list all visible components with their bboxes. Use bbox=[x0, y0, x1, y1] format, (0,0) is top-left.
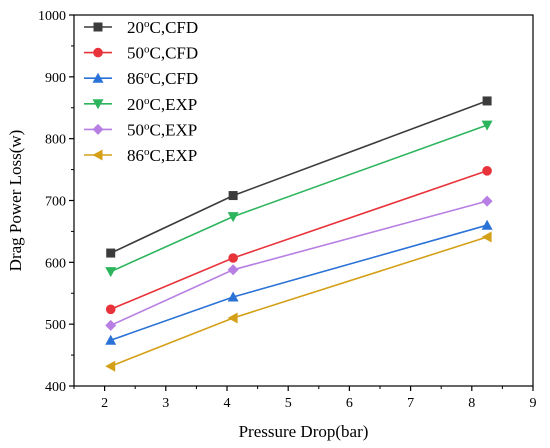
plot-marks bbox=[105, 96, 493, 372]
legend-label-main: 20 bbox=[127, 95, 144, 114]
data-point bbox=[105, 267, 117, 278]
series-line bbox=[110, 200, 488, 327]
y-tick-label: 600 bbox=[45, 256, 66, 271]
data-point bbox=[228, 191, 238, 201]
legend-marker bbox=[92, 149, 103, 161]
legend-label: 86oC,EXP bbox=[127, 146, 197, 165]
axes: 2 3 4 5 6 7 8 9 400 500 600 700 800 900 1000 bbox=[38, 9, 537, 411]
legend-marker bbox=[92, 123, 104, 135]
legend-label: 86oC,CFD bbox=[127, 69, 198, 88]
series-5 bbox=[105, 195, 493, 331]
series-line bbox=[110, 224, 488, 341]
legend-label-degree: o bbox=[144, 95, 150, 107]
series-2 bbox=[105, 166, 492, 315]
legend-label: 20oC,CFD bbox=[127, 18, 198, 37]
legend-label-degree: o bbox=[144, 69, 150, 81]
legend-label-main: 50 bbox=[127, 44, 144, 63]
legend-label-rest: C,EXP bbox=[150, 120, 198, 139]
data-point bbox=[227, 291, 239, 302]
x-tick-label: 9 bbox=[530, 396, 537, 411]
legend-label-rest: C,CFD bbox=[150, 18, 199, 37]
legend-item-6: 86oC,EXP bbox=[84, 146, 197, 165]
x-tick-label: 3 bbox=[162, 396, 169, 411]
data-point bbox=[105, 334, 117, 345]
y-tick-label: 500 bbox=[45, 318, 66, 333]
x-tick-label: 7 bbox=[407, 396, 414, 411]
x-axis-title: Pressure Drop(bar) bbox=[239, 422, 369, 441]
x-tick-label: 2 bbox=[101, 396, 108, 411]
legend: 20oC,CFD50oC,CFD86oC,CFD20oC,EXP50oC,EXP… bbox=[84, 18, 198, 165]
x-tick-label: 5 bbox=[285, 396, 292, 411]
legend-label-rest: C,CFD bbox=[150, 69, 199, 88]
y-tick-label: 1000 bbox=[38, 9, 66, 24]
series-line bbox=[110, 236, 488, 367]
y-tick-label: 900 bbox=[45, 71, 66, 86]
data-point bbox=[228, 253, 238, 263]
y-axis-title: Drag Power Loss(w) bbox=[6, 130, 25, 272]
data-point bbox=[481, 219, 493, 230]
legend-label-rest: C,EXP bbox=[150, 146, 198, 165]
series-1 bbox=[106, 96, 492, 258]
legend-label-degree: o bbox=[144, 18, 150, 30]
legend-marker bbox=[93, 22, 103, 32]
legend-item-4: 20oC,EXP bbox=[84, 95, 197, 114]
legend-label-main: 50 bbox=[127, 120, 144, 139]
x-tick-label: 8 bbox=[468, 396, 475, 411]
series-line bbox=[110, 170, 488, 311]
legend-label-main: 86 bbox=[127, 69, 144, 88]
legend-label: 50oC,CFD bbox=[127, 44, 198, 63]
y-tick-label: 400 bbox=[45, 380, 66, 395]
data-point bbox=[105, 304, 116, 315]
data-point bbox=[227, 312, 238, 324]
data-point bbox=[481, 120, 493, 131]
legend-item-5: 50oC,EXP bbox=[84, 120, 197, 139]
data-point bbox=[227, 212, 239, 223]
legend-label-degree: o bbox=[144, 120, 150, 132]
x-tick-label: 6 bbox=[346, 396, 353, 411]
legend-marker bbox=[92, 99, 104, 110]
legend-label-rest: C,CFD bbox=[150, 44, 199, 63]
y-tick-label: 700 bbox=[45, 195, 66, 210]
x-tick-label: 4 bbox=[224, 396, 231, 411]
data-point bbox=[481, 195, 493, 207]
data-point bbox=[105, 360, 116, 372]
legend-label-main: 20 bbox=[127, 18, 144, 37]
legend-label: 50oC,EXP bbox=[127, 120, 197, 139]
data-point bbox=[105, 319, 117, 331]
legend-marker bbox=[93, 47, 103, 58]
legend-item-2: 50oC,CFD bbox=[84, 44, 198, 63]
series-4 bbox=[105, 120, 493, 278]
data-point bbox=[482, 166, 492, 176]
legend-label-degree: o bbox=[144, 44, 150, 56]
data-point bbox=[106, 248, 116, 258]
legend-item-1: 20oC,CFD bbox=[84, 18, 198, 37]
legend-label: 20oC,EXP bbox=[127, 95, 197, 114]
series-3 bbox=[105, 219, 493, 345]
legend-item-3: 86oC,CFD bbox=[84, 69, 198, 88]
legend-marker bbox=[92, 72, 104, 83]
data-point bbox=[482, 96, 492, 106]
legend-label-rest: C,EXP bbox=[150, 95, 198, 114]
y-tick-label: 800 bbox=[45, 133, 66, 148]
data-point bbox=[481, 231, 492, 243]
series-6 bbox=[105, 231, 492, 372]
legend-label-main: 86 bbox=[127, 146, 144, 165]
data-point bbox=[227, 264, 239, 276]
legend-label-degree: o bbox=[144, 146, 150, 158]
